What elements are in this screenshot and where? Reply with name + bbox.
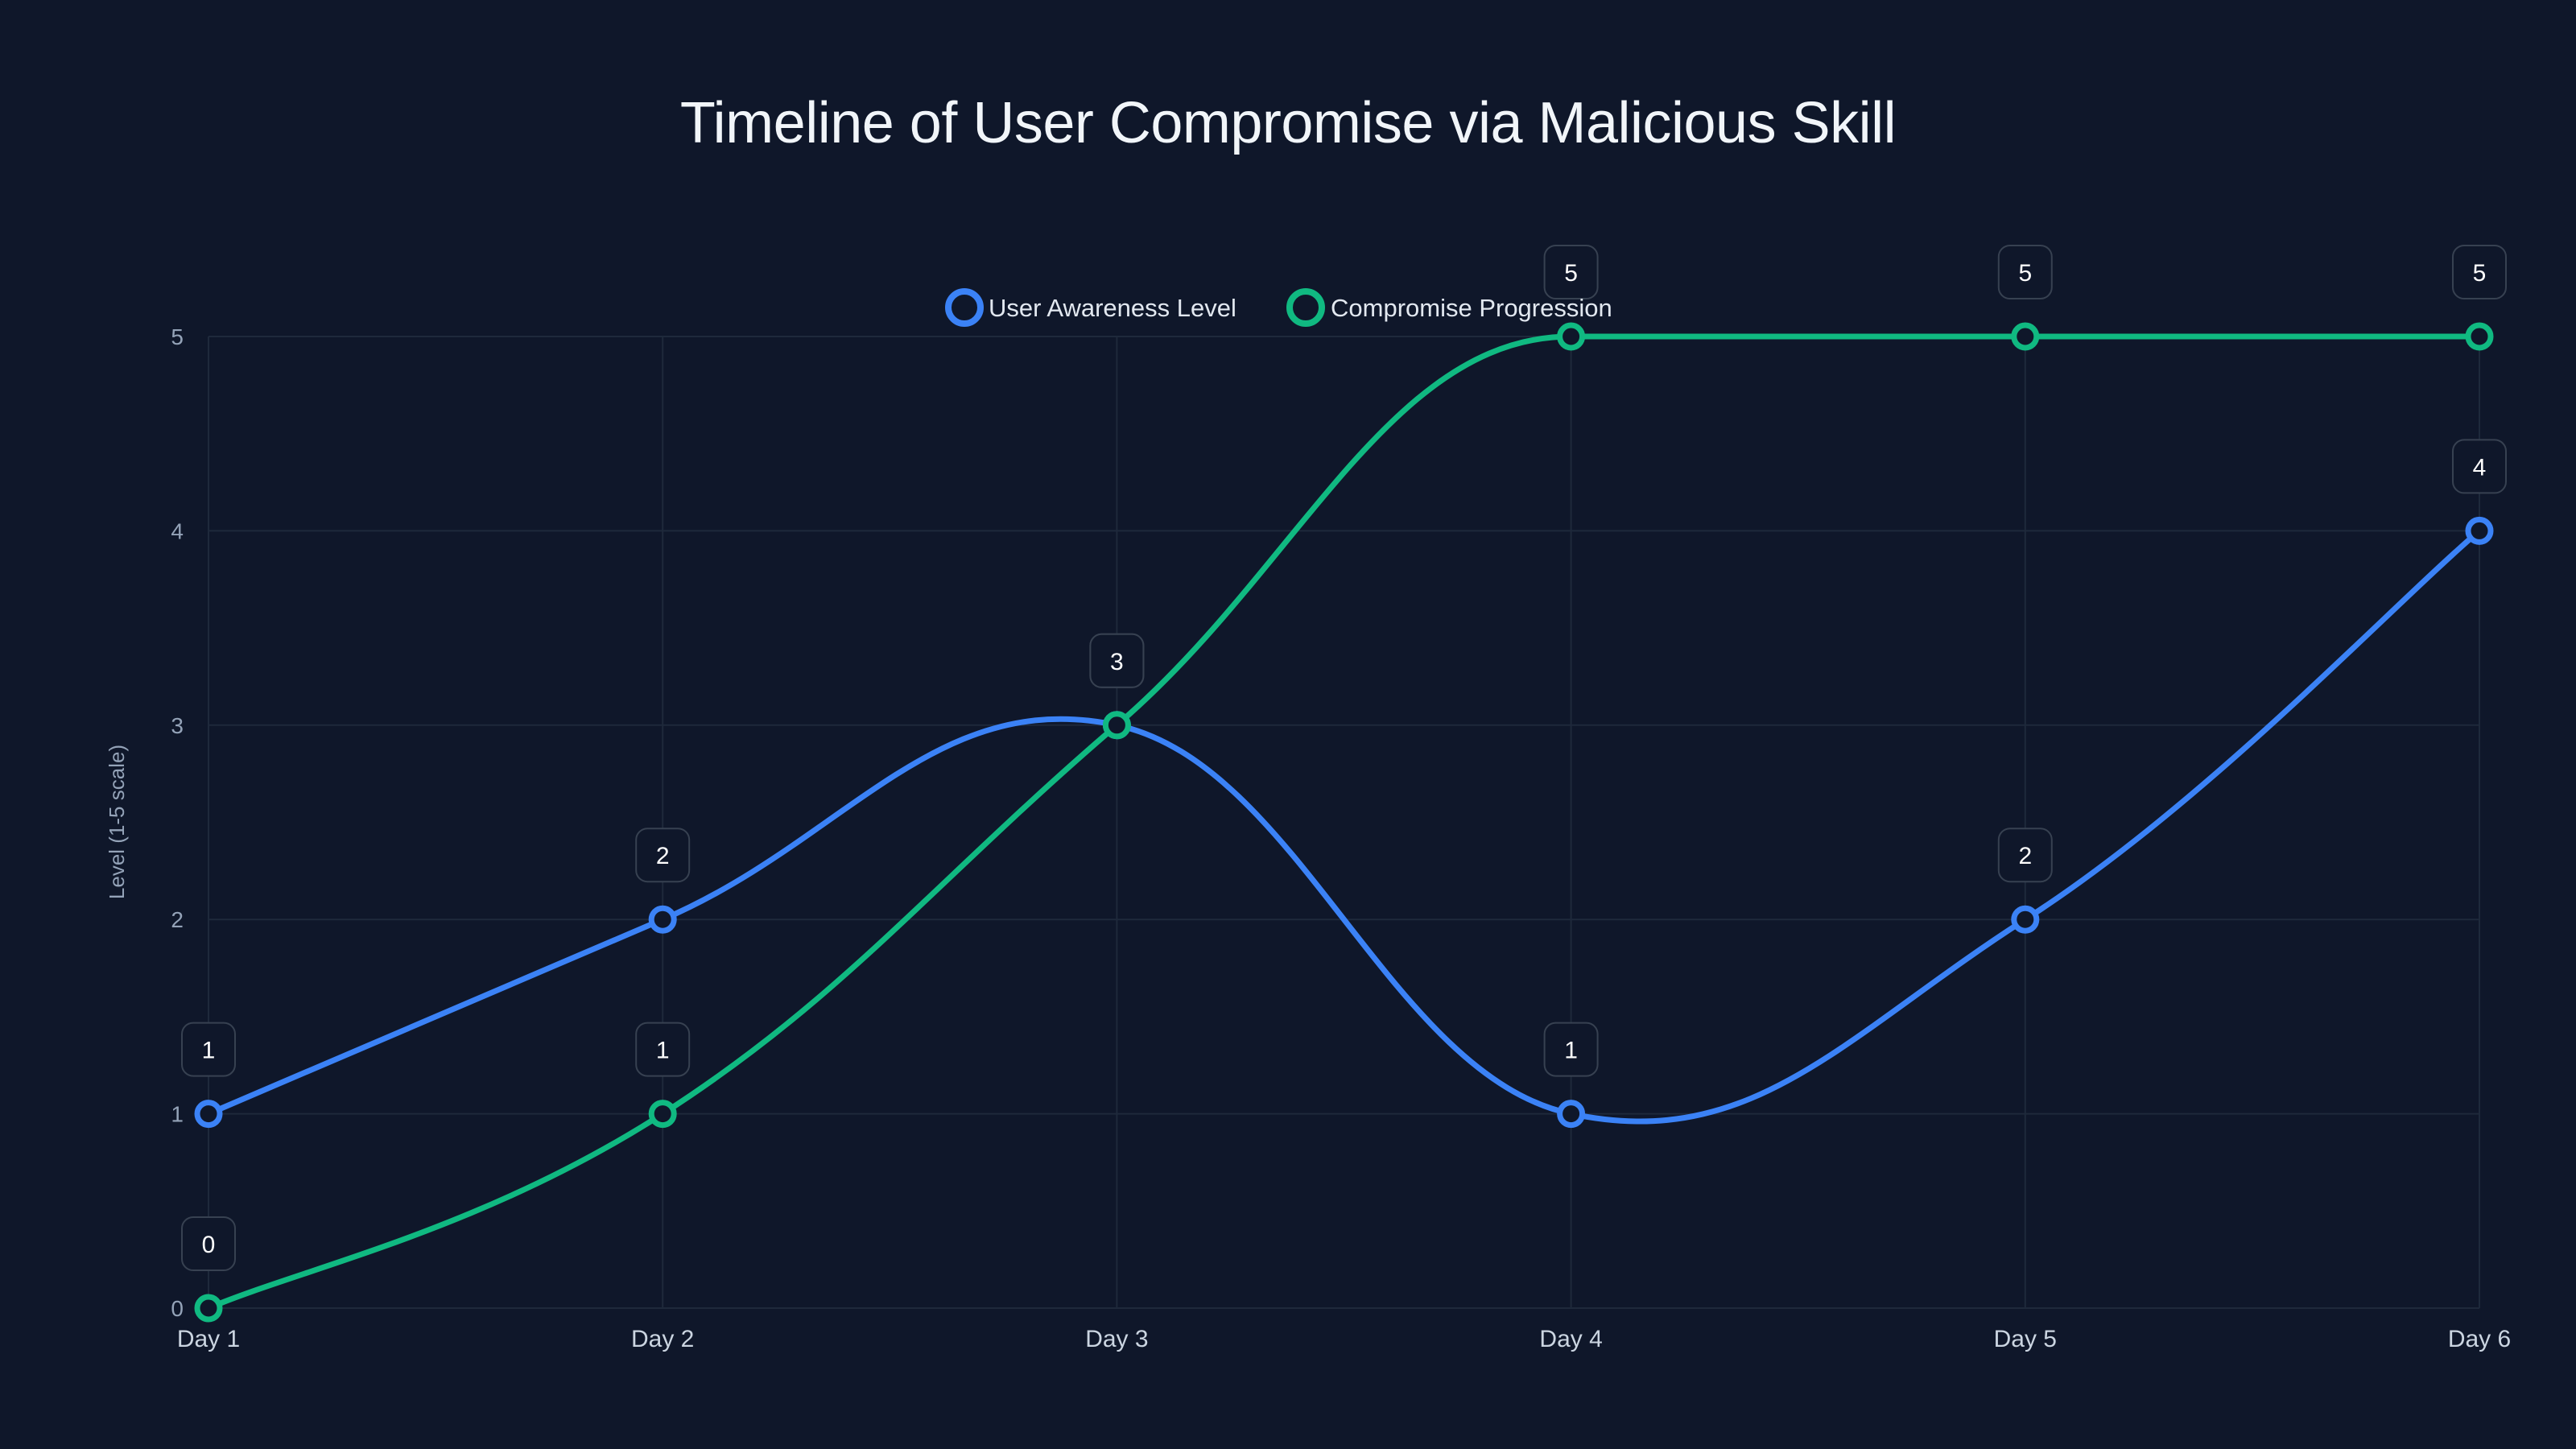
data-point-marker[interactable] bbox=[2011, 322, 2040, 351]
data-label-box bbox=[635, 828, 691, 883]
chart-title: Timeline of User Compromise via Maliciou… bbox=[679, 91, 1897, 155]
x-tick-label: Day 6 bbox=[2448, 1326, 2511, 1352]
y-tick-label: 5 bbox=[171, 324, 184, 349]
legend-item-user-awareness[interactable]: User Awareness Level bbox=[945, 288, 1236, 327]
series-line-compromise-progression bbox=[205, 333, 2483, 1311]
x-tick-label: Day 5 bbox=[1994, 1326, 2057, 1352]
data-label-value: 5 bbox=[2473, 260, 2487, 287]
x-tick-label: Day 3 bbox=[1085, 1326, 1148, 1352]
grid-lines bbox=[208, 336, 2480, 1309]
y-tick-label: 2 bbox=[171, 907, 184, 932]
data-label-value: 1 bbox=[656, 1038, 670, 1064]
legend-label: User Awareness Level bbox=[989, 294, 1236, 322]
data-label-value: 5 bbox=[2018, 260, 2032, 287]
data-point-marker[interactable] bbox=[2465, 516, 2494, 545]
legend-label: Compromise Progression bbox=[1331, 294, 1612, 322]
data-point-marker[interactable] bbox=[1557, 1100, 1586, 1129]
data-label-box bbox=[2452, 245, 2507, 299]
series-line-user-awareness bbox=[205, 527, 2483, 1125]
data-label-value: 2 bbox=[656, 843, 670, 869]
data-point-marker[interactable] bbox=[2465, 322, 2494, 351]
x-tick-label: Day 1 bbox=[177, 1326, 240, 1352]
data-point-marker[interactable] bbox=[648, 905, 677, 934]
data-label-box bbox=[635, 1022, 691, 1077]
data-label-value: 4 bbox=[2473, 454, 2487, 481]
data-labels: 123124013555 bbox=[181, 245, 2507, 1271]
legend: User Awareness Level Compromise Progressi… bbox=[945, 288, 1612, 327]
data-label-value: 5 bbox=[1564, 260, 1578, 287]
y-tick-label: 3 bbox=[171, 713, 184, 738]
data-label-value: 2 bbox=[2018, 843, 2032, 869]
data-point-marker[interactable] bbox=[194, 1294, 223, 1323]
y-axis-title: Level (1-5 scale) bbox=[105, 745, 129, 899]
data-point-marker[interactable] bbox=[1102, 711, 1131, 740]
y-tick-label: 4 bbox=[171, 518, 184, 543]
data-label-box bbox=[1997, 828, 2053, 883]
data-point-marker[interactable] bbox=[648, 1100, 677, 1129]
data-point-marker[interactable] bbox=[2011, 905, 2040, 934]
data-label-box bbox=[1543, 1022, 1599, 1077]
data-label-box bbox=[1089, 633, 1145, 688]
series-lines bbox=[194, 322, 2494, 1323]
y-tick-label: 0 bbox=[171, 1296, 184, 1321]
x-tick-label: Day 4 bbox=[1539, 1326, 1602, 1352]
data-label-value: 3 bbox=[1110, 649, 1124, 675]
legend-marker-icon bbox=[945, 288, 984, 327]
y-tick-label: 1 bbox=[171, 1102, 184, 1127]
data-label-box bbox=[1997, 245, 2053, 299]
data-label-value: 1 bbox=[202, 1038, 216, 1064]
data-label-box bbox=[181, 1216, 236, 1271]
x-tick-label: Day 2 bbox=[631, 1326, 694, 1352]
y-axis-ticks: 0 1 2 3 4 5 bbox=[171, 324, 184, 1321]
data-label-box bbox=[181, 1022, 236, 1077]
data-label-box bbox=[1543, 245, 1599, 299]
data-label-value: 0 bbox=[202, 1232, 216, 1258]
data-label-box bbox=[2452, 439, 2507, 494]
data-point-marker[interactable] bbox=[1557, 322, 1586, 351]
legend-item-compromise-progression[interactable]: Compromise Progression bbox=[1286, 288, 1612, 327]
x-axis-ticks: Day 1 Day 2 Day 3 Day 4 Day 5 Day 6 bbox=[177, 1326, 2511, 1352]
data-label-value: 1 bbox=[1564, 1038, 1578, 1064]
legend-marker-icon bbox=[1286, 288, 1325, 327]
data-point-marker[interactable] bbox=[194, 1100, 223, 1129]
